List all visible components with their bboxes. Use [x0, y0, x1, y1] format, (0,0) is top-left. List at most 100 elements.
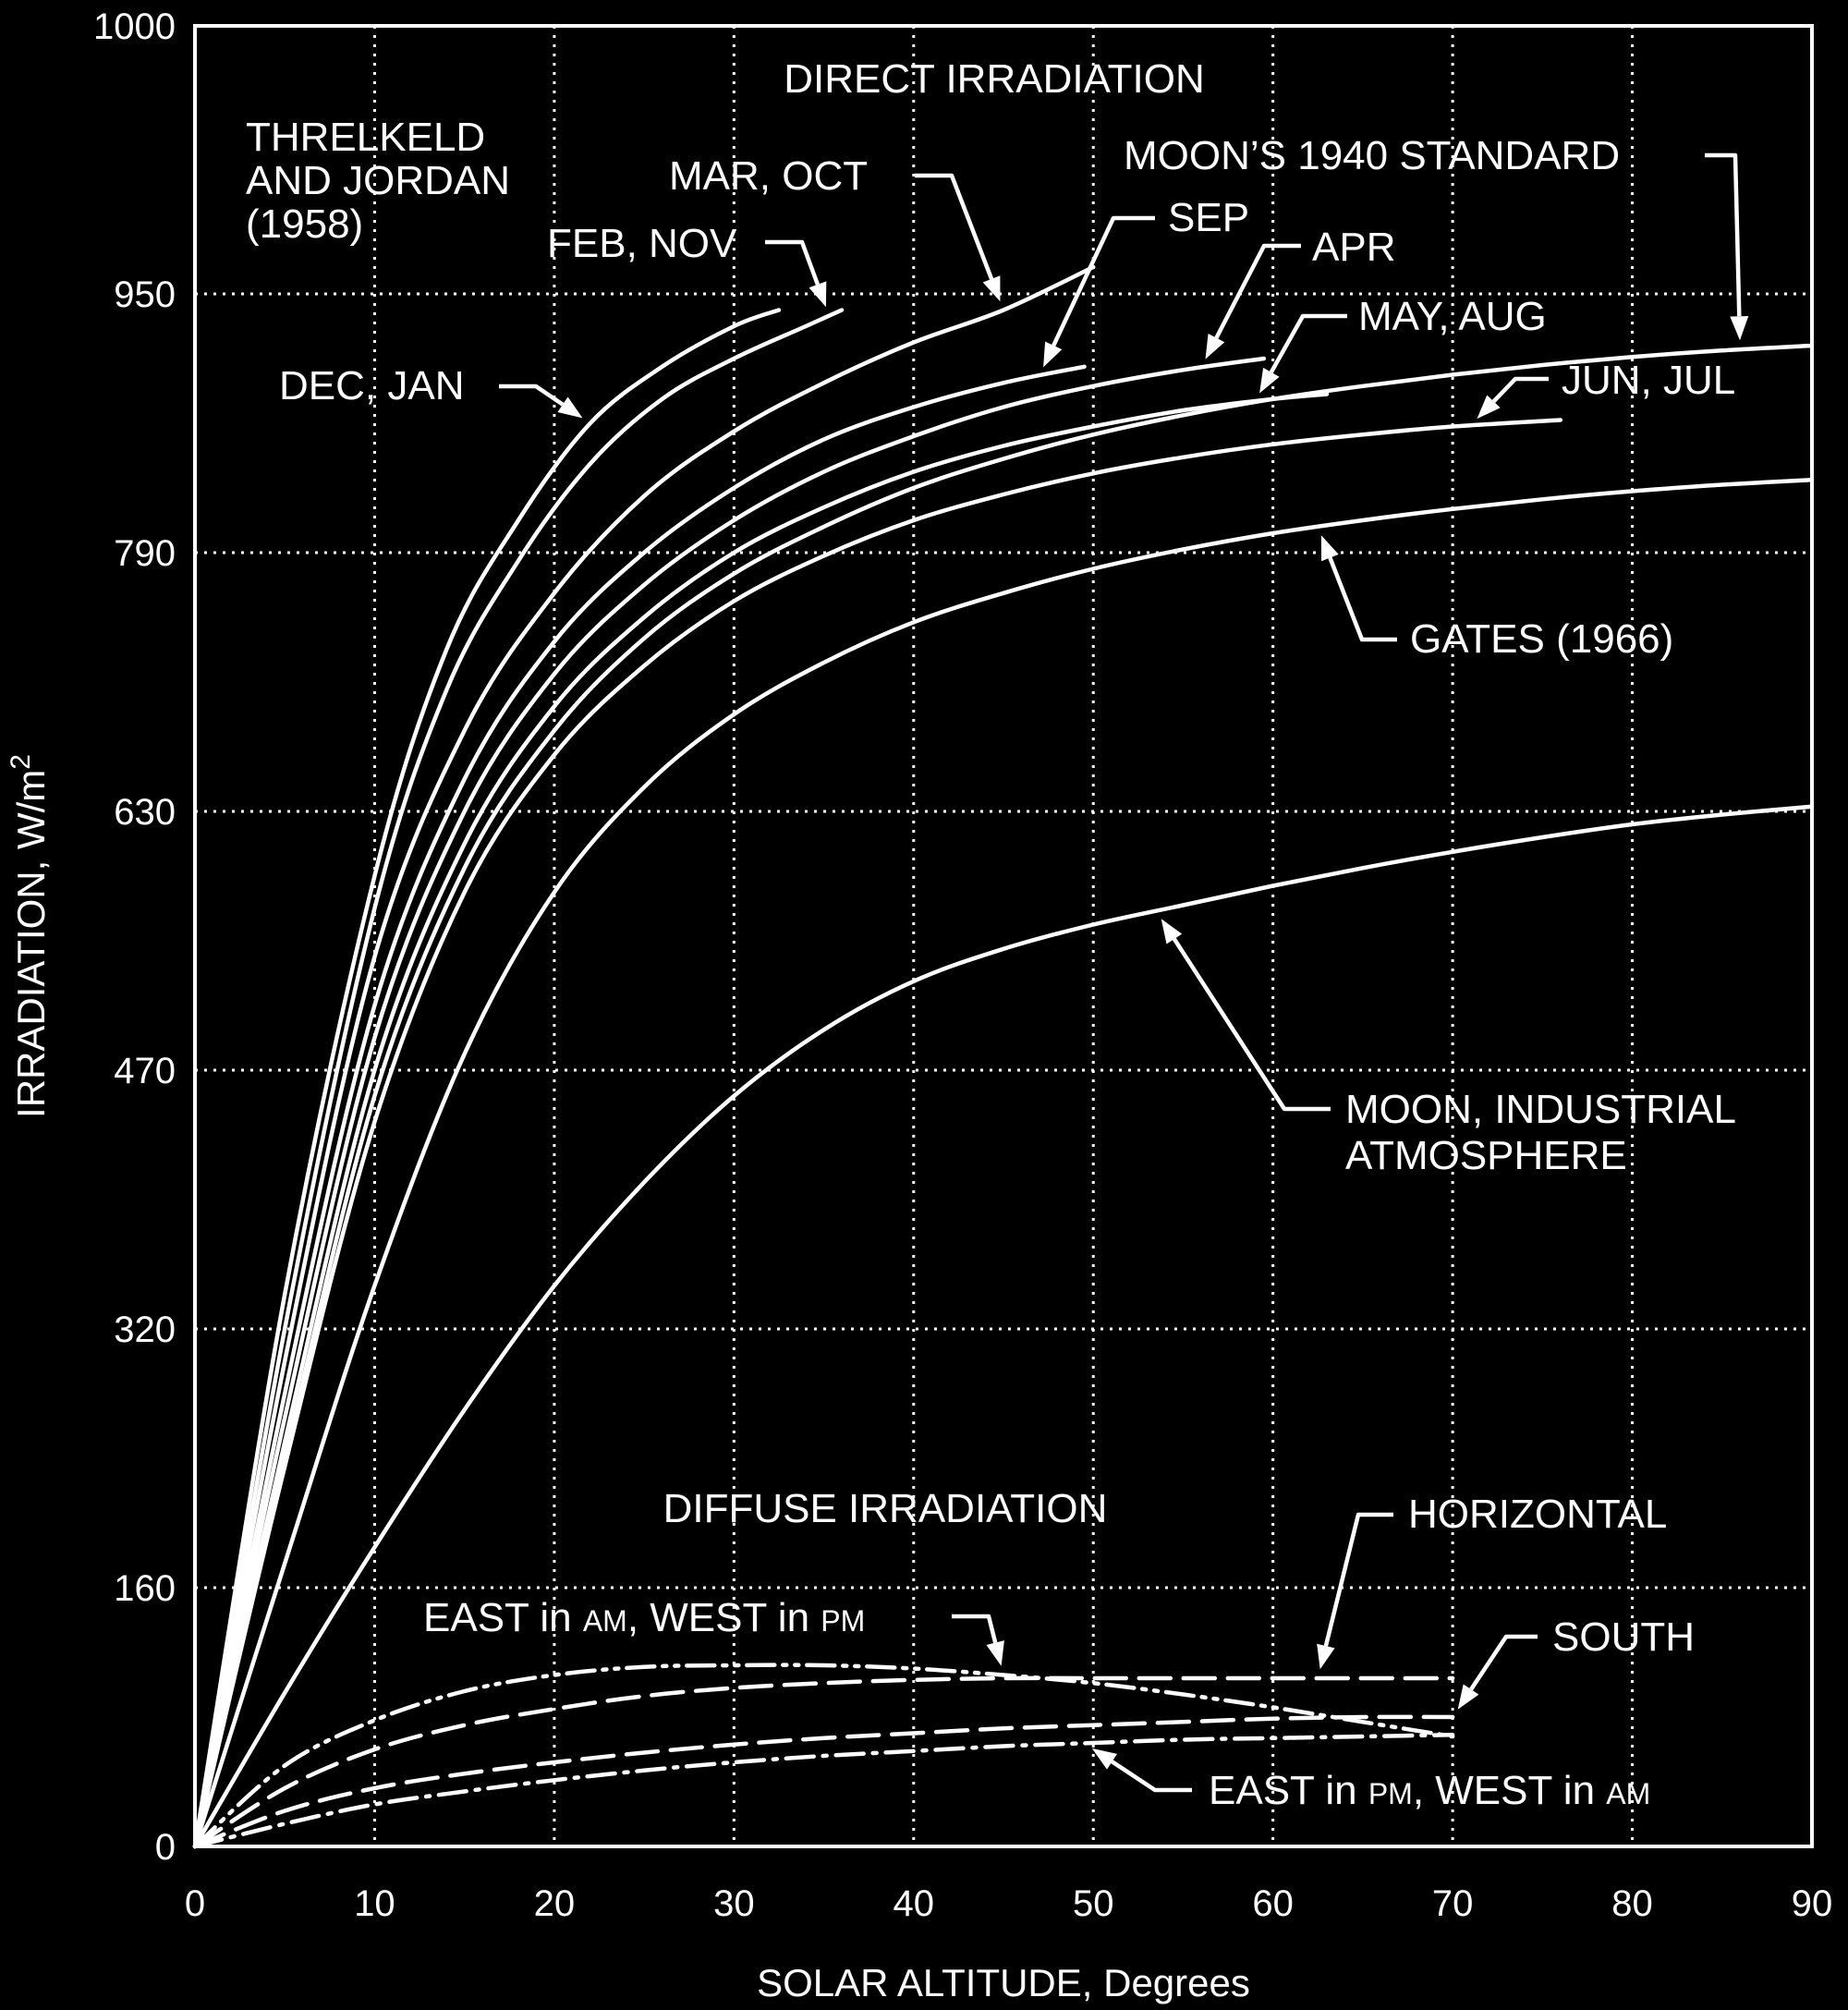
x-tick-label: 40: [894, 1883, 935, 1924]
annotation-label: SOUTH: [1552, 1614, 1695, 1660]
series-line-moon-s-1940-standard: [192, 343, 1815, 1849]
annotation-south: SOUTH: [1457, 1614, 1695, 1710]
leader-line: [1052, 215, 1155, 347]
arrowhead: [1317, 1643, 1335, 1670]
y-tick-label: 1000: [93, 6, 176, 47]
arrowhead: [986, 1640, 1004, 1666]
arrowhead: [1477, 395, 1501, 420]
arrowhead: [1259, 367, 1280, 394]
source-label: THRELKELD AND JORDAN (1958): [246, 115, 510, 247]
leader-line: [1491, 376, 1549, 403]
leader-line: [499, 384, 565, 407]
leader-line: [1269, 313, 1347, 373]
arrowhead: [1457, 1684, 1479, 1710]
series-line-feb-nov: [192, 308, 845, 1849]
y-tick-label: 160: [114, 1568, 176, 1609]
x-axis-title: SOLAR ALTITUDE, Degrees: [757, 1961, 1250, 2004]
series-line-gates-1966: [192, 478, 1815, 1849]
series-line-jun-jul: [192, 418, 1563, 1849]
annotation-gates-1966: GATES (1966): [1320, 535, 1673, 662]
series-line-apr: [192, 356, 1267, 1849]
y-tick-label: 630: [114, 792, 176, 833]
annotation-mar-oct: MAR, OCT: [669, 153, 1001, 302]
series-line-east-in-am-west-in-pm: [192, 1663, 1455, 1849]
series-line-horizontal: [192, 1675, 1455, 1849]
leader-line: [1214, 243, 1301, 339]
annotation-label: JUN, JUL: [1562, 358, 1735, 403]
annotation-label: EAST in AM, WEST in PM: [423, 1595, 865, 1640]
x-tick-labels: 0 10 20 30 40 50 60 70 80 90: [185, 1883, 1832, 1924]
x-tick-label: 80: [1611, 1883, 1653, 1924]
x-tick-label: 50: [1073, 1883, 1114, 1924]
y-axis-title: IRRADIATION, W/m2: [6, 754, 53, 1118]
series-layer: [192, 264, 1815, 1849]
leader-line: [1323, 1512, 1393, 1647]
y-tick-label: 470: [114, 1051, 176, 1091]
x-tick-label: 10: [354, 1883, 395, 1924]
annotation-label: MAR, OCT: [669, 153, 868, 199]
annotation-east-in-am-west-in-pm: EAST in AM, WEST in PM: [423, 1595, 1004, 1666]
annotation-sep: SEP: [1043, 195, 1249, 368]
leader-line: [1328, 556, 1397, 642]
arrowhead: [1161, 919, 1183, 944]
x-tick-label: 20: [534, 1883, 576, 1924]
y-tick-labels: 0 160 320 470 630 790 950 1000: [93, 6, 176, 1868]
leader-line: [1469, 1634, 1538, 1691]
annotation-label: GATES (1966): [1410, 616, 1673, 662]
annotation-label: FEB, NOV: [547, 221, 737, 266]
x-tick-label: 30: [713, 1883, 755, 1924]
annotation-jun-jul: JUN, JUL: [1477, 358, 1735, 420]
series-line-dec-jan: [192, 308, 782, 1849]
y-tick-label: 320: [114, 1310, 176, 1350]
y-tick-label: 0: [155, 1827, 176, 1868]
y-tick-label: 790: [114, 533, 176, 574]
arrowhead: [557, 396, 583, 419]
annotation-label: HORIZONTAL: [1408, 1492, 1667, 1537]
leader-line: [915, 173, 994, 280]
arrowhead: [1043, 341, 1063, 368]
plot-frame: [193, 24, 1814, 1848]
arrowhead: [1320, 535, 1339, 562]
annotation-label: APR: [1312, 225, 1395, 270]
leader-line: [1172, 937, 1331, 1112]
annotation-layer: DEC, JAN FEB, NOV MAR, OCT SEP APR MAY, AUG MO…: [279, 133, 1749, 1813]
annotation-label: SEP: [1168, 195, 1249, 240]
arrowhead: [808, 281, 827, 308]
leader-line: [765, 239, 821, 286]
annotation-moon-industrial-atmosphere: MOON, INDUSTRIAL ATMOSPHERE: [1161, 919, 1736, 1178]
series-line-sep: [192, 364, 1087, 1849]
leader-line: [952, 1614, 998, 1644]
annotation-label: MOON’S 1940 STANDARD: [1124, 133, 1620, 178]
x-tick-label: 0: [185, 1883, 205, 1924]
annotation-label: MOON, INDUSTRIAL ATMOSPHERE: [1345, 1087, 1736, 1178]
annotation-dec-jan: DEC, JAN: [279, 363, 583, 419]
arrowhead: [1730, 316, 1749, 341]
arrowhead: [1091, 1748, 1117, 1770]
annotation-label: MAY, AUG: [1358, 294, 1547, 339]
annotation-horizontal: HORIZONTAL: [1317, 1492, 1667, 1670]
leader-line: [1705, 152, 1742, 317]
annotation-label: EAST in PM, WEST in AM: [1209, 1768, 1650, 1813]
y-tick-label: 950: [114, 274, 176, 315]
section-label-direct: DIRECT IRRADIATION: [784, 56, 1205, 102]
arrowhead: [982, 275, 1001, 302]
series-line-east-in-pm-west-in-am: [192, 1733, 1455, 1849]
annotation-label: DEC, JAN: [279, 363, 464, 408]
series-line-moon-industrial-atmosphere: [192, 804, 1815, 1849]
annotation-apr: APR: [1205, 225, 1395, 359]
annotation-feb-nov: FEB, NOV: [547, 221, 827, 308]
series-line-may-aug: [192, 392, 1330, 1849]
leader-line: [1111, 1760, 1192, 1793]
annotation-may-aug: MAY, AUG: [1259, 294, 1547, 394]
x-tick-label: 60: [1252, 1883, 1294, 1924]
section-label-diffuse: DIFFUSE IRRADIATION: [663, 1486, 1108, 1531]
arrowhead: [1205, 334, 1225, 359]
grid: [195, 26, 1812, 1846]
annotation-moon-s-1940-standard: MOON’S 1940 STANDARD: [1124, 133, 1749, 341]
x-tick-label: 70: [1432, 1883, 1474, 1924]
series-line-south: [192, 1714, 1455, 1849]
x-tick-label: 90: [1792, 1883, 1833, 1924]
series-line-mar-oct: [192, 264, 1096, 1849]
annotation-east-in-pm-west-in-am: EAST in PM, WEST in AM: [1091, 1748, 1650, 1813]
